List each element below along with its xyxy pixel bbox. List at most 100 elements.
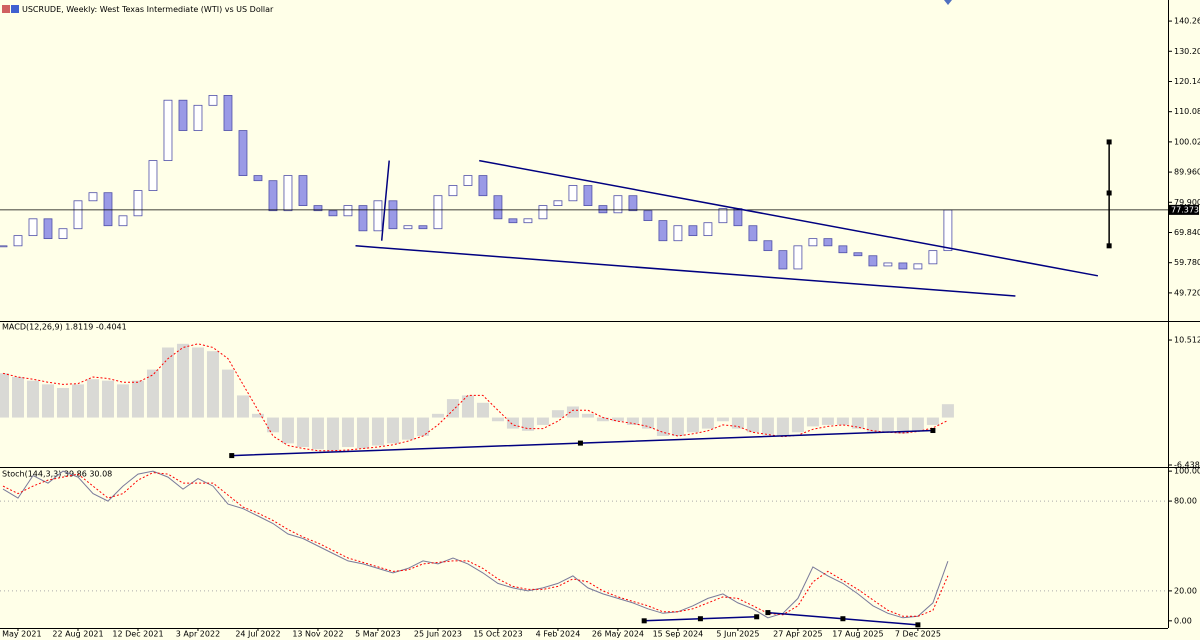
trendline-point bbox=[930, 428, 936, 434]
candle bbox=[658, 220, 668, 242]
icon bbox=[2, 5, 10, 13]
macd-bar bbox=[881, 417, 894, 433]
candle bbox=[178, 99, 188, 131]
macd-bar bbox=[236, 395, 249, 418]
macd-bar bbox=[311, 417, 324, 450]
macd-bar bbox=[866, 417, 879, 433]
macd-bar bbox=[911, 417, 924, 431]
macd-bar bbox=[536, 417, 549, 425]
candle bbox=[928, 250, 938, 265]
macd-bar bbox=[371, 417, 384, 446]
candle bbox=[58, 228, 68, 240]
candle bbox=[688, 225, 698, 237]
candle bbox=[13, 235, 23, 247]
candle bbox=[328, 210, 338, 217]
candle bbox=[193, 104, 203, 131]
candle bbox=[223, 95, 233, 131]
candle bbox=[868, 255, 878, 267]
candle bbox=[163, 99, 173, 161]
macd-bar bbox=[356, 417, 369, 449]
trendline bbox=[355, 245, 1016, 297]
ruler-point bbox=[1106, 190, 1112, 196]
x-tick-label: 13 Nov 2022 bbox=[292, 630, 343, 639]
macd-bar bbox=[836, 417, 849, 425]
candle bbox=[403, 225, 413, 230]
candle bbox=[883, 262, 893, 267]
icon bbox=[11, 5, 19, 13]
macd-bar bbox=[476, 402, 489, 418]
x-tick-label: 27 Apr 2025 bbox=[773, 630, 822, 639]
macd-bar bbox=[296, 417, 309, 448]
macd-bar bbox=[566, 406, 579, 418]
candle bbox=[208, 95, 218, 106]
macd-bar bbox=[0, 373, 9, 418]
candle bbox=[343, 205, 353, 217]
y-tick-label: 69.840 bbox=[1174, 228, 1200, 237]
macd-bar bbox=[71, 384, 84, 418]
x-tick-label: 26 May 2024 bbox=[592, 630, 644, 639]
trendline-point bbox=[577, 440, 583, 446]
y-tick-label: 100.020 bbox=[1174, 137, 1200, 146]
candle bbox=[778, 250, 788, 270]
candle bbox=[808, 238, 818, 247]
macd-bar bbox=[266, 417, 279, 433]
macd-bar bbox=[491, 417, 504, 422]
macd-bar bbox=[161, 347, 174, 418]
macd-bar bbox=[506, 417, 519, 429]
macd-bar bbox=[461, 395, 474, 418]
candle bbox=[358, 205, 368, 232]
indicator-label: MACD(12,26,9) 1.8119 -0.4041 bbox=[2, 323, 127, 332]
candle bbox=[628, 195, 638, 212]
stoch-signal-line bbox=[2, 472, 949, 617]
macd-bar bbox=[731, 417, 744, 429]
trendline bbox=[479, 159, 1099, 277]
last-price-box bbox=[1169, 204, 1199, 215]
trendline-point bbox=[765, 610, 771, 616]
macd-bar bbox=[386, 417, 399, 444]
macd-bar bbox=[851, 417, 864, 429]
macd-bar bbox=[101, 380, 114, 418]
x-tick-label: 5 Jun 2025 bbox=[716, 630, 759, 639]
macd-bar bbox=[446, 399, 459, 418]
candle bbox=[28, 218, 38, 237]
candle bbox=[448, 185, 458, 197]
macd-bar bbox=[641, 417, 654, 429]
stoch-main-line bbox=[2, 470, 949, 619]
candle bbox=[73, 200, 83, 230]
macd-bar bbox=[686, 417, 699, 433]
macd-bar bbox=[656, 417, 669, 436]
macd-bar bbox=[806, 417, 819, 427]
candle bbox=[898, 262, 908, 270]
y-tick-label: 100.00 bbox=[1174, 467, 1200, 476]
candle bbox=[103, 192, 113, 227]
macd-bar bbox=[131, 380, 144, 418]
macd-bar bbox=[41, 384, 54, 418]
macd-bar bbox=[611, 417, 624, 422]
plot-layer: 140.260 130.200 120.140 110.080 100.020 89.96… bbox=[0, 17, 1200, 639]
y-tick-label: 89.960 bbox=[1174, 168, 1200, 177]
macd-bar bbox=[581, 413, 594, 418]
macd-bar bbox=[761, 417, 774, 435]
macd-bar bbox=[596, 417, 609, 422]
x-tick-label: 15 Oct 2023 bbox=[473, 630, 522, 639]
x-tick-label: 15 Sep 2024 bbox=[653, 630, 704, 639]
y-tick-label: 130.200 bbox=[1174, 47, 1200, 56]
candle bbox=[313, 205, 323, 212]
last-price-label: 77.373 bbox=[1171, 205, 1199, 214]
candle bbox=[748, 225, 758, 242]
macd-bar bbox=[716, 417, 729, 422]
candle bbox=[298, 175, 308, 206]
macd-bar bbox=[341, 417, 354, 448]
candle bbox=[568, 185, 578, 202]
candle bbox=[583, 185, 593, 206]
macd-bar bbox=[746, 417, 759, 433]
candle bbox=[538, 205, 548, 220]
macd-bar bbox=[86, 379, 99, 418]
indicator-label: Stoch(144,3,3) 39.86 30.08 bbox=[2, 470, 112, 479]
candle bbox=[43, 218, 53, 240]
x-tick-label: 24 Jul 2022 bbox=[235, 630, 280, 639]
trendline-point bbox=[840, 616, 846, 622]
macd-bar bbox=[416, 417, 429, 436]
trendline-point bbox=[754, 614, 760, 620]
x-tick-label: 7 Dec 2025 bbox=[895, 630, 941, 639]
